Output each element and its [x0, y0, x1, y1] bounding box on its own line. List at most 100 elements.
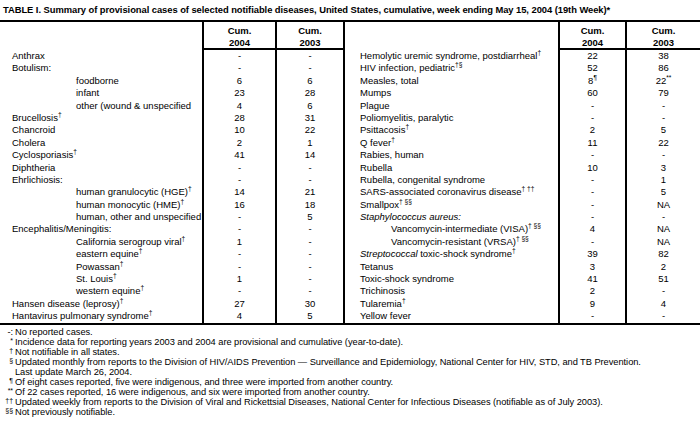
footnote-line: Last update March 26, 2004.: [0, 367, 700, 377]
footnote-marker-ref: †: [73, 149, 77, 155]
notifiable-diseases-table: Cum.2004Cum.2003Cum.2004Cum.2003Anthrax-…: [0, 20, 700, 325]
disease-label: Staphylococcus aureus:: [343, 211, 558, 223]
footnote-marker-ref: †: [149, 310, 153, 316]
case-count-cum-2003: -: [275, 174, 343, 186]
footnote-marker-ref: †: [405, 124, 409, 130]
case-count-cum-2004: -: [558, 199, 625, 211]
case-count-cum-2003: 5: [275, 310, 343, 322]
case-count-cum-2003: 82: [625, 248, 700, 260]
case-count-cum-2003: -: [275, 223, 343, 235]
case-count-cum-2004: -: [202, 50, 275, 62]
case-count-cum-2003: -: [625, 285, 700, 297]
disease-label: Hantavirus pulmonary syndrome†: [0, 310, 202, 322]
case-count-cum-2004: 2: [202, 137, 275, 149]
disease-label: human monocytic (HME)†: [0, 199, 202, 211]
case-count-cum-2003: 14: [275, 149, 343, 161]
case-count-cum-2004: 14: [202, 186, 275, 198]
disease-label: Q fever†: [343, 137, 558, 149]
case-count-cum-2003: NA: [625, 236, 700, 248]
disease-label: human granulocytic (HGE)†: [0, 186, 202, 198]
case-count-cum-2003: NA: [625, 223, 700, 235]
disease-label: St. Louis†: [0, 273, 202, 285]
footnote-line: **Of 22 cases reported, 16 were indigeno…: [0, 387, 700, 397]
disease-label: Rabies, human: [343, 149, 558, 161]
footnote-marker-ref: † §§: [528, 223, 541, 229]
footnote-marker-ref: †: [139, 248, 143, 254]
case-count-cum-2004: 11: [558, 137, 625, 149]
disease-label: Ehrlichiosis:: [0, 174, 202, 186]
col-header-cum-2004-right: Cum.2004: [558, 22, 625, 50]
case-count-cum-2003: NA: [625, 199, 700, 211]
case-count-cum-2004: 8¶: [558, 75, 625, 87]
case-count-cum-2004: 9: [558, 298, 625, 310]
footnote-marker: ††: [0, 396, 13, 406]
footnote-line: ¶Of eight cases reported, five were indi…: [0, 377, 700, 387]
case-count-cum-2003: -: [625, 310, 700, 322]
case-count-cum-2003: -: [625, 211, 700, 223]
footnote-marker-ref: †: [402, 298, 406, 304]
footnote-marker-ref: †: [182, 236, 186, 242]
case-count-cum-2004: 41: [202, 149, 275, 161]
case-count-cum-2004: -: [558, 149, 625, 161]
case-count-cum-2004: -: [202, 174, 275, 186]
case-count-cum-2004: 10: [202, 124, 275, 136]
case-count-cum-2004: 2: [558, 285, 625, 297]
disease-label: Cholera: [0, 137, 202, 149]
case-count-cum-2004: -: [558, 211, 625, 223]
col-header-spacer-left: [0, 22, 202, 50]
case-count-cum-2003: 5: [625, 124, 700, 136]
case-count-cum-2003: 30: [275, 298, 343, 310]
case-count-cum-2004: -: [202, 261, 275, 273]
disease-label: Smallpox† §§: [343, 199, 558, 211]
case-count-cum-2004: 41: [558, 273, 625, 285]
case-count-cum-2004: 39: [558, 248, 625, 260]
disease-label: Hemolytic uremic syndrome, postdiarrheal…: [343, 50, 558, 62]
footnote-marker-ref: † §§: [516, 236, 529, 242]
case-count-cum-2004: -: [202, 211, 275, 223]
disease-label: Vancomycin-resistant (VRSA)† §§: [343, 236, 558, 248]
case-count-cum-2003: -: [275, 50, 343, 62]
case-count-cum-2004: 1: [202, 273, 275, 285]
case-count-cum-2004: -: [558, 174, 625, 186]
disease-label: Rubella, congenital syndrome: [343, 174, 558, 186]
disease-label: western equine†: [0, 285, 202, 297]
case-count-cum-2003: 5: [625, 186, 700, 198]
case-count-cum-2003: 6: [275, 75, 343, 87]
footnote-line: -:No reported cases.: [0, 327, 700, 337]
case-count-cum-2004: -: [202, 285, 275, 297]
case-count-cum-2003: 86: [625, 62, 700, 74]
case-count-cum-2003: -: [625, 149, 700, 161]
disease-label: Streptococcal toxic-shock syndrome†: [343, 248, 558, 260]
case-count-cum-2004: 4: [202, 100, 275, 112]
case-count-cum-2003: 79: [625, 87, 700, 99]
case-count-cum-2003: 2: [625, 261, 700, 273]
case-count-cum-2003: -: [275, 62, 343, 74]
disease-label: HIV infection, pediatric†§: [343, 62, 558, 74]
footnote-marker-ref: †: [512, 248, 516, 254]
case-count-cum-2003: -: [625, 112, 700, 124]
case-count-cum-2004: -: [202, 62, 275, 74]
case-count-cum-2003: 22: [625, 137, 700, 149]
footnote-marker: §§: [0, 406, 13, 416]
footnote-marker-ref: † ††: [522, 186, 535, 192]
disease-label: Brucellosis†: [0, 112, 202, 124]
case-count-cum-2004: -: [558, 236, 625, 248]
case-count-cum-2003: -: [275, 248, 343, 260]
footnote-line: *Incidence data for reporting years 2003…: [0, 337, 700, 347]
case-count-cum-2004: 2: [558, 124, 625, 136]
col-header-cum-2003-right: Cum.2003: [625, 22, 700, 50]
footnote-marker-ref: †: [113, 273, 117, 279]
case-count-cum-2004: -: [558, 310, 625, 322]
disease-label: Toxic-shock syndrome: [343, 273, 558, 285]
disease-label: human, other and unspecified: [0, 211, 202, 223]
case-count-cum-2003: -: [625, 100, 700, 112]
footnote-marker-ref: †§: [455, 62, 462, 68]
disease-label: Yellow fever: [343, 310, 558, 322]
disease-label: California serogroup viral†: [0, 236, 202, 248]
case-count-cum-2004: 3: [558, 261, 625, 273]
case-count-cum-2004: 4: [202, 310, 275, 322]
footnote-marker-ref: †: [120, 261, 124, 267]
case-count-cum-2003: 31: [275, 112, 343, 124]
disease-label: Anthrax: [0, 50, 202, 62]
footnote-line: ††Updated weekly from reports to the Div…: [0, 397, 700, 407]
